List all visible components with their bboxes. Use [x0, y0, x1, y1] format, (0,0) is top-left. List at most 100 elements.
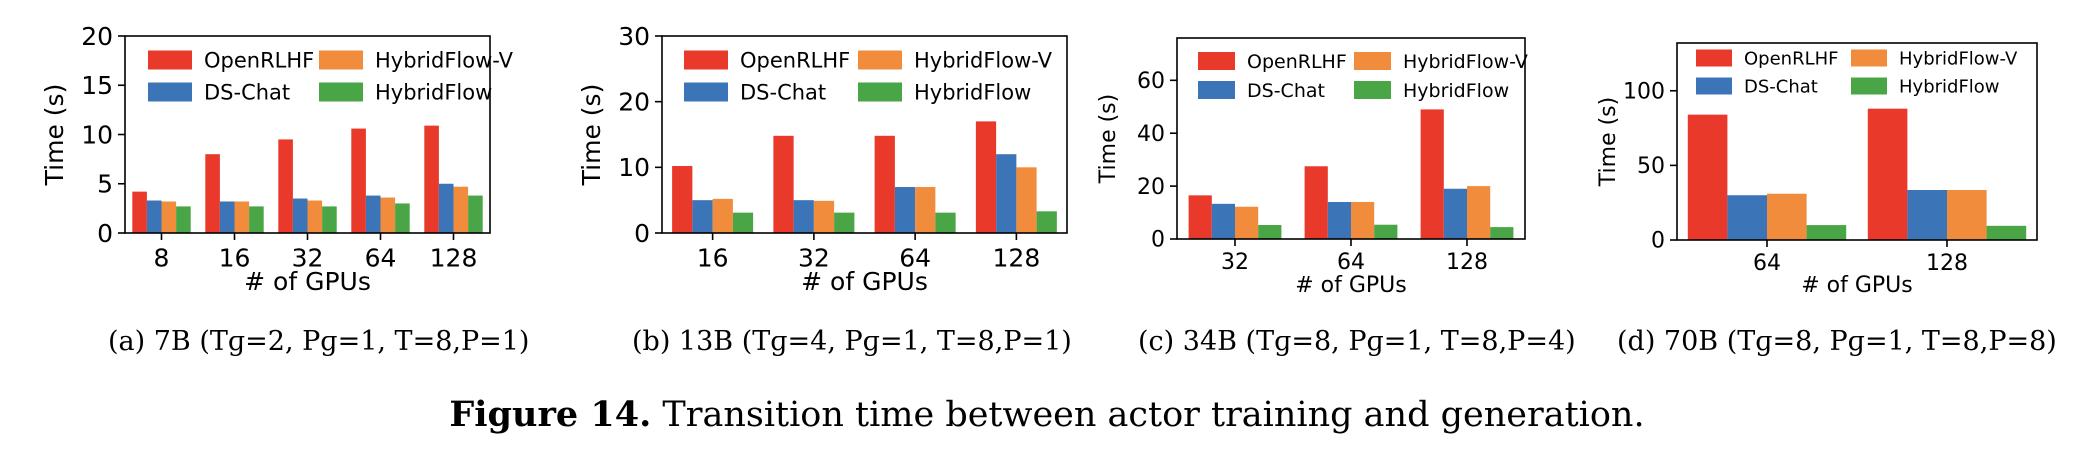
- chart-3: 0 20 40 60 32 64 128 # of GPUs Time (s) OpenRLHF H…: [1096, 37, 1528, 298]
- legend-swatch: [1696, 77, 1732, 95]
- chart-4: 0 50 100 64 128 # of GPUs Time (s) OpenRLHF Hybr…: [1596, 42, 2038, 298]
- legend-label: HybridFlow-V: [914, 49, 1053, 73]
- legend-label: DS-Chat: [1247, 80, 1325, 102]
- x-tick-label: 64: [1337, 250, 1365, 275]
- legend: OpenRLHF HybridFlow-V DS-Chat HybridFlow: [1198, 51, 1528, 102]
- legend-label: HybridFlow-V: [375, 49, 514, 73]
- bar-hybridflow-v: [161, 201, 177, 233]
- y-axis-label: Time (s): [1596, 97, 1621, 187]
- y-tick-label: 20: [1137, 175, 1165, 200]
- bar-openrlhf: [1304, 166, 1328, 239]
- y-axis-label: Time (s): [40, 84, 69, 187]
- bar-hybridflow-v: [1947, 190, 1987, 240]
- figure-caption: Figure 14. Transition time between actor…: [0, 394, 2094, 435]
- bar-hybridflow-v: [712, 198, 733, 233]
- y-tick-label: 10: [81, 120, 113, 149]
- legend-swatch: [858, 50, 902, 70]
- legend-label: OpenRLHF: [1247, 51, 1347, 73]
- y-tick-label: 20: [618, 87, 650, 116]
- x-tick-label: 16: [219, 243, 251, 272]
- y-tick-label: 0: [1151, 228, 1165, 253]
- bar-ds-chat: [438, 183, 454, 233]
- bar-ds-chat: [1211, 203, 1235, 239]
- bar-ds-chat: [894, 187, 916, 233]
- x-tick-label: 8: [154, 243, 170, 272]
- legend-swatch: [684, 82, 728, 102]
- legend-label: HybridFlow-V: [1899, 48, 2018, 69]
- subcaption-a: (a) 7B (Tɡ=2, Pɡ=1, T=8,P=1): [108, 326, 530, 357]
- bar-hybridflow: [1490, 227, 1514, 239]
- y-axis-label: Time (s): [577, 84, 606, 187]
- bar-hybridflow: [732, 212, 754, 233]
- bar-openrlhf: [278, 139, 293, 233]
- bar-openrlhf: [1867, 108, 1908, 241]
- figure-caption-label: Figure 14.: [449, 394, 652, 435]
- bar-hybridflow: [1986, 225, 2027, 240]
- legend-swatch: [858, 82, 902, 102]
- bar-hybridflow: [395, 203, 410, 233]
- bar-hybridflow: [1374, 224, 1398, 239]
- bar-ds-chat: [1327, 201, 1351, 239]
- bar-ds-chat: [219, 201, 235, 233]
- figure-caption-text: Transition time between actor training a…: [651, 395, 1645, 435]
- legend-swatch: [1198, 81, 1235, 99]
- legend-label: HybridFlow: [1403, 80, 1509, 102]
- bar-openrlhf: [874, 135, 895, 233]
- bar-ds-chat: [292, 198, 308, 233]
- x-axis-label: # of GPUs: [1295, 273, 1407, 298]
- bar-hybridflow: [468, 195, 483, 233]
- y-tick-label: 20: [81, 22, 113, 51]
- bar-openrlhf: [351, 128, 366, 233]
- chart-1: 0 5 10 15 20 8 16 32 64 128 # of GPUs Time (s) OpenR…: [40, 22, 514, 296]
- legend-label: DS-Chat: [204, 81, 290, 105]
- legend: OpenRLHF HybridFlow-V DS-Chat HybridFlow: [1696, 48, 2018, 97]
- bar-ds-chat: [1907, 190, 1947, 240]
- x-axis-label: # of GPUs: [244, 267, 371, 296]
- bar-openrlhf: [1420, 109, 1444, 239]
- x-tick-label: 32: [292, 243, 324, 272]
- subcaption-c: (c) 34B (Tɡ=8, Pɡ=1, T=8,P=4): [1138, 326, 1576, 357]
- bar-hybridflow: [1806, 225, 1847, 240]
- legend-swatch: [1851, 49, 1887, 67]
- x-tick-label: 128: [1446, 250, 1488, 275]
- legend-label: HybridFlow: [1899, 76, 2000, 97]
- legend: OpenRLHF HybridFlow-V DS-Chat HybridFlow: [684, 49, 1053, 105]
- bar-openrlhf: [975, 121, 997, 233]
- legend-label: DS-Chat: [740, 81, 826, 105]
- bar-openrlhf: [672, 166, 693, 233]
- y-tick-label: 5: [97, 170, 113, 199]
- subcaption-b: (b) 13B (Tɡ=4, Pɡ=1, T=8,P=1): [632, 326, 1072, 357]
- bar-hybridflow-v: [1467, 186, 1491, 239]
- bar-hybridflow-v: [1767, 193, 1807, 240]
- bar-hybridflow: [834, 212, 855, 233]
- plot-frame: [1676, 42, 2038, 241]
- bar-hybridflow: [1036, 211, 1057, 233]
- bar-hybridflow-v: [1351, 201, 1375, 239]
- x-tick-label: 32: [1221, 250, 1249, 275]
- subcaption-d: (d) 70B (Tɡ=8, Pɡ=1, T=8,P=8): [1617, 326, 2057, 357]
- bar-openrlhf: [205, 154, 220, 233]
- bar-hybridflow-v: [813, 200, 835, 233]
- bar-ds-chat: [996, 154, 1017, 233]
- x-tick-label: 64: [899, 243, 931, 272]
- legend-swatch: [148, 82, 192, 102]
- legend-swatch: [319, 82, 363, 102]
- bar-ds-chat: [793, 200, 814, 233]
- legend-label: HybridFlow: [914, 81, 1031, 105]
- bar-hybridflow-v: [234, 201, 250, 233]
- y-tick-label: 15: [81, 71, 113, 100]
- plot-frame: [661, 35, 1068, 234]
- bar-hybridflow-v: [380, 197, 396, 233]
- bar-hybridflow: [1258, 224, 1282, 239]
- y-tick-label: 60: [1137, 69, 1165, 94]
- y-tick-label: 10: [618, 153, 650, 182]
- y-tick-label: 0: [97, 219, 113, 248]
- chart-2: 0 10 20 30 16 32 64 128 # of GPUs Time (s) OpenRLH…: [577, 22, 1068, 296]
- y-tick-label: 30: [618, 22, 650, 51]
- legend-swatch: [684, 50, 728, 70]
- legend-label: OpenRLHF: [740, 49, 850, 73]
- bar-hybridflow-v: [307, 200, 323, 233]
- bar-hybridflow-v: [1016, 167, 1037, 233]
- y-tick-label: 0: [634, 219, 650, 248]
- legend-label: DS-Chat: [1744, 76, 1818, 97]
